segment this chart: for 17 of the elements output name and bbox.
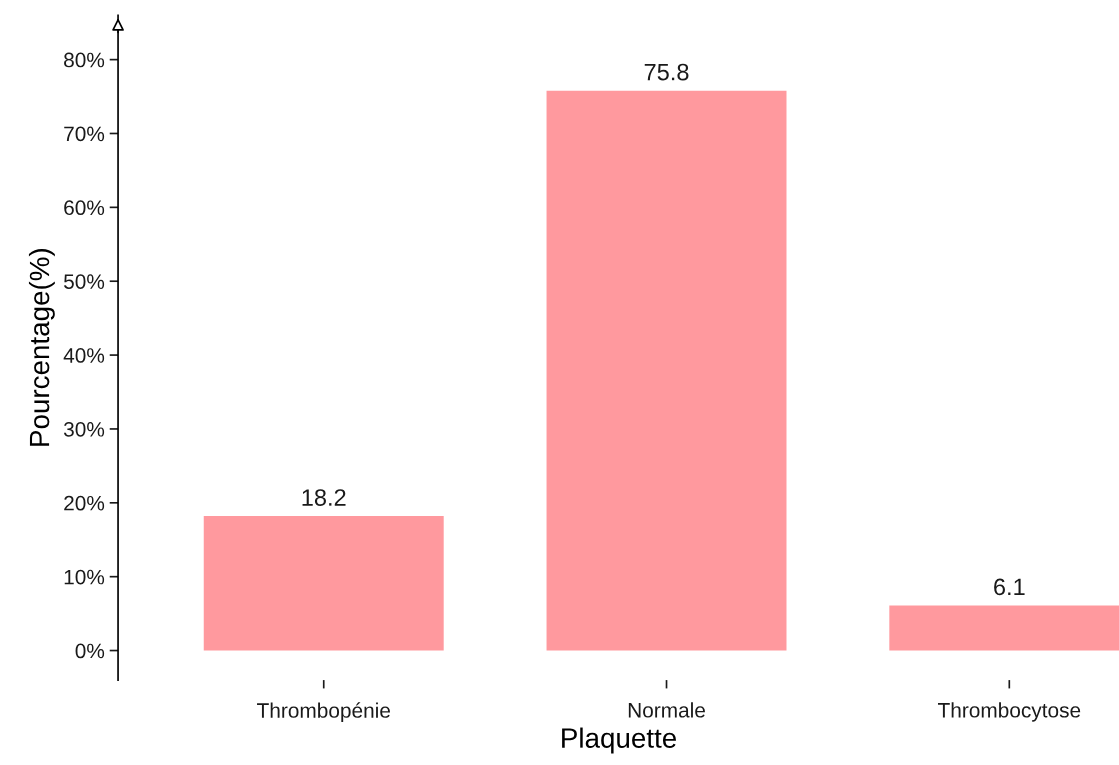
x-tick-label: Normale: [628, 702, 705, 718]
x-axis-title: Plaquette: [562, 727, 676, 754]
x-tick-label: Thrombopénie: [257, 702, 390, 722]
y-tick-label: 0%: [75, 643, 105, 659]
y-axis-title: Pourcentage(%): [28, 249, 55, 446]
y-tick-label: 10%: [64, 569, 105, 585]
y-tick-label: 40%: [63, 348, 105, 363]
y-tick-label: 50%: [64, 274, 105, 289]
y-tick-label: 30%: [63, 421, 105, 437]
data-label: 18.2: [302, 489, 346, 506]
y-tick-label: 20%: [64, 495, 105, 511]
data-label: 75.8: [644, 63, 689, 81]
data-label: 6.1: [994, 578, 1025, 596]
y-tick-label: 80%: [64, 52, 105, 68]
y-tick-label: 60%: [64, 200, 105, 216]
y-tick-label: 70%: [64, 126, 105, 142]
x-tick-label: Thrombocytose: [937, 702, 1081, 722]
